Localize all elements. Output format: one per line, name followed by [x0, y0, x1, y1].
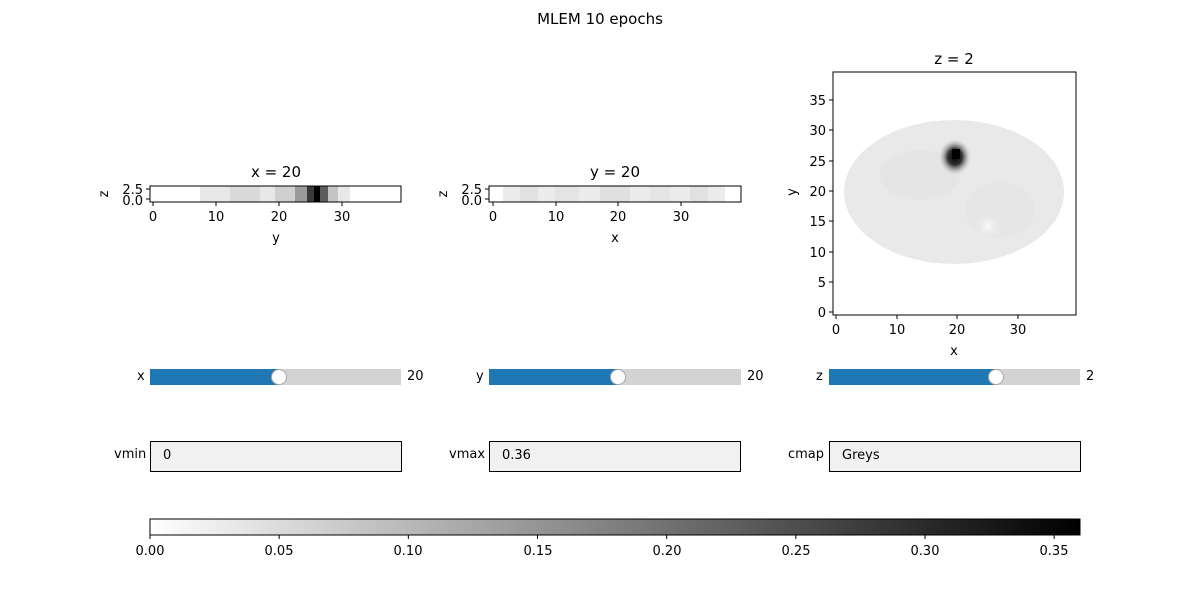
- z-slice-xtick-20: 20: [949, 323, 966, 338]
- vmax-textbox[interactable]: 0.36: [489, 441, 741, 472]
- y-slider[interactable]: [489, 369, 741, 385]
- z-slice-image: [832, 71, 1077, 316]
- x-slider-fill: [150, 369, 279, 385]
- y-slice-panel: y = 20 0 10 20 30 2.5: [436, 163, 742, 246]
- z-slice-xtick-10: 10: [889, 323, 906, 338]
- y-slice-ticks: [485, 188, 682, 206]
- y-slice-xtick-20: 20: [610, 210, 627, 225]
- y-slice-xtick-30: 30: [673, 210, 690, 225]
- z-slice-xtick-30: 30: [1010, 323, 1027, 338]
- y-slice-xtick-0: 0: [489, 210, 497, 225]
- colorbar-ticks: [149, 535, 1055, 539]
- z-slider-value: 2: [1086, 369, 1095, 384]
- colorbar-tick-label: 0.10: [394, 544, 423, 559]
- y-slider-label: y: [476, 369, 484, 384]
- z-slice-ytick-10: 10: [809, 246, 826, 261]
- colorbar-tick-label: 0.15: [524, 544, 553, 559]
- x-slice-ticks: [146, 188, 343, 206]
- colorbar-tick-label: 0.35: [1040, 544, 1069, 559]
- y-slice-ytick-2.5: 2.5: [461, 183, 482, 198]
- x-slider-value: 20: [407, 369, 424, 384]
- colorbar-tick-labels: 0.00 0.05 0.10 0.15 0.20 0.25 0.30 0.35: [136, 544, 1069, 559]
- z-slice-ytick-0: 0: [818, 306, 826, 321]
- z-slice-title: z = 2: [934, 50, 974, 68]
- x-slice-panel: x = 20 0 10 20 3: [97, 163, 402, 246]
- colorbar-tick-label: 0.30: [911, 544, 940, 559]
- z-slider-fill: [829, 369, 996, 385]
- x-slice-title: x = 20: [251, 163, 301, 181]
- y-slice-xtick-10: 10: [548, 210, 565, 225]
- z-slice-xtick-0: 0: [832, 323, 840, 338]
- z-slider[interactable]: [829, 369, 1080, 385]
- y-slice-ytick-0.0: 0.0: [461, 194, 482, 209]
- z-slice-xlabel: x: [950, 344, 958, 359]
- cmap-label: cmap: [788, 447, 825, 462]
- y-slice-image: [488, 185, 742, 203]
- cmap-textbox[interactable]: Greys: [829, 441, 1081, 472]
- x-slice-xtick-20: 20: [271, 210, 288, 225]
- z-slice-ylabel: y: [785, 188, 800, 196]
- x-slice-xtick-0: 0: [149, 210, 157, 225]
- z-slice-ytick-15: 15: [809, 215, 826, 230]
- colorbar-gradient: [149, 518, 1081, 536]
- z-slice-panel: z = 2 0 10 20: [785, 50, 1077, 359]
- colorbar-tick-label: 0.00: [136, 544, 165, 559]
- x-slice-ylabel: z: [97, 190, 112, 197]
- x-slider-handle[interactable]: [271, 369, 287, 385]
- y-slice-title: y = 20: [590, 163, 640, 181]
- vmin-label: vmin: [114, 447, 147, 462]
- x-slice-ytick-0.0: 0.0: [122, 194, 143, 209]
- figure-title: MLEM 10 epochs: [537, 10, 663, 28]
- z-slice-ytick-20: 20: [809, 185, 826, 200]
- y-slice-xlabel: x: [611, 231, 619, 246]
- y-slice-ylabel: z: [436, 190, 451, 197]
- z-slice-ytick-5: 5: [818, 276, 826, 291]
- colorbar-tick-label: 0.05: [265, 544, 294, 559]
- colorbar-tick-label: 0.25: [782, 544, 811, 559]
- z-slider-label: z: [816, 369, 823, 384]
- x-slice-ytick-2.5: 2.5: [122, 183, 143, 198]
- z-slice-ytick-35: 35: [809, 94, 826, 109]
- y-slider-fill: [489, 369, 618, 385]
- vmin-textbox[interactable]: 0: [150, 441, 402, 472]
- vmax-label: vmax: [449, 447, 486, 462]
- x-slice-image: [149, 185, 402, 203]
- colorbar-tick-label: 0.20: [653, 544, 682, 559]
- z-slice-ytick-25: 25: [809, 155, 826, 170]
- z-slice-ticks: [829, 99, 1019, 319]
- x-slider-label: x: [137, 369, 145, 384]
- z-slider-handle[interactable]: [988, 369, 1004, 385]
- colorbar: 0.00 0.05 0.10 0.15 0.20 0.25 0.30 0.35: [136, 518, 1081, 559]
- y-slider-handle[interactable]: [610, 369, 626, 385]
- z-slice-ytick-30: 30: [809, 124, 826, 139]
- x-slice-xtick-10: 10: [208, 210, 225, 225]
- x-slice-xlabel: y: [272, 231, 280, 246]
- x-slider[interactable]: [150, 369, 401, 385]
- y-slider-value: 20: [747, 369, 764, 384]
- x-slice-xtick-30: 30: [334, 210, 351, 225]
